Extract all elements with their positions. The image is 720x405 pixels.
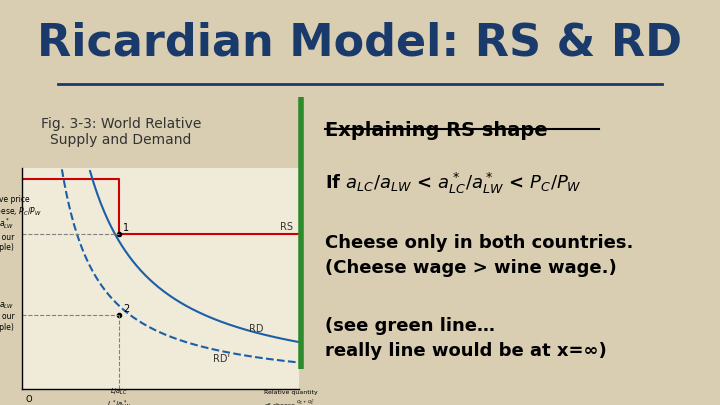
Text: $a_{LC}/a_{LW}$
(1/2 in our
example): $a_{LC}/a_{LW}$ (1/2 in our example) — [0, 298, 14, 332]
Text: 1: 1 — [123, 223, 129, 232]
Text: Ricardian Model: RS & RD: Ricardian Model: RS & RD — [37, 21, 683, 64]
Text: Cheese only in both countries.
(Cheese wage > wine wage.): Cheese only in both countries. (Cheese w… — [325, 234, 633, 277]
Text: O: O — [26, 395, 32, 404]
Text: $a^*_{LC}/a^*_{LW}$
(2 in our
example): $a^*_{LC}/a^*_{LW}$ (2 in our example) — [0, 216, 14, 252]
Text: 2: 2 — [123, 303, 129, 313]
Text: Relative price
of cheese, $P_C/P_W$: Relative price of cheese, $P_C/P_W$ — [0, 194, 42, 218]
Text: RD: RD — [249, 324, 264, 334]
Text: Relative quantity
of cheese $\frac{Q_C+Q^*_C}{Q_W+Q^*_W}$: Relative quantity of cheese $\frac{Q_C+Q… — [264, 390, 318, 405]
Text: $L/a_{LC}$
$L^*/a^*_{LW}$: $L/a_{LC}$ $L^*/a^*_{LW}$ — [107, 386, 130, 405]
Text: Explaining RS shape: Explaining RS shape — [325, 121, 547, 140]
Text: If $a_{LC}/a_{LW}$ < $a^*_{LC}/a^*_{LW}$ < $P_C/P_W$: If $a_{LC}/a_{LW}$ < $a^*_{LC}/a^*_{LW}$… — [325, 171, 582, 196]
Text: RS: RS — [280, 222, 293, 232]
Text: RD': RD' — [212, 354, 230, 364]
Text: (see green line…
really line would be at x=∞): (see green line… really line would be at… — [325, 317, 607, 360]
Text: Fig. 3-3: World Relative
Supply and Demand: Fig. 3-3: World Relative Supply and Dema… — [41, 117, 201, 147]
